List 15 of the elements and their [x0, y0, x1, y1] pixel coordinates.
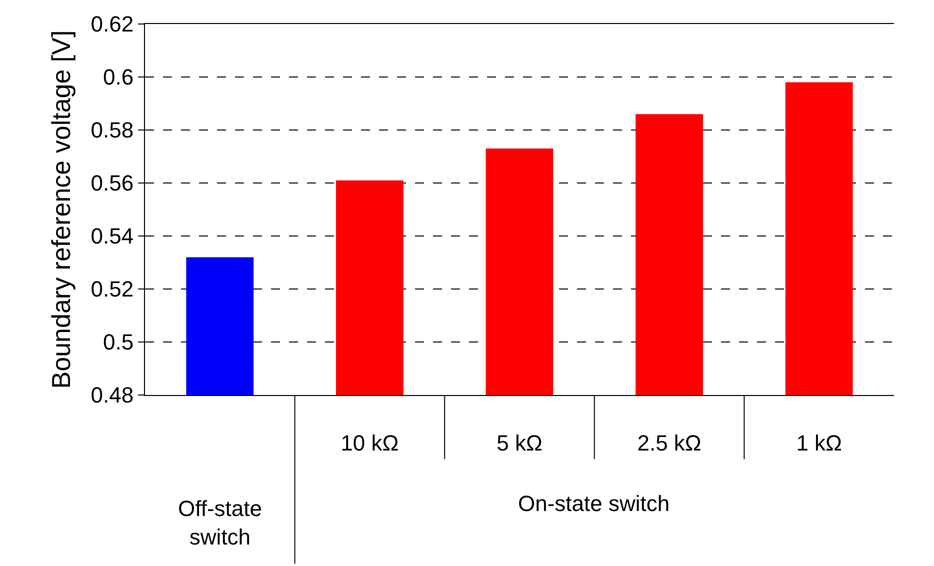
x-tick-label: 10 kΩ [340, 430, 399, 456]
text: On-state switch [518, 491, 670, 516]
y-tick-label: 0.6 [103, 64, 134, 90]
y-tick-label: 0.56 [90, 170, 134, 196]
y-tick-label: 0.48 [90, 382, 134, 408]
y-tick-label: 0.58 [90, 118, 134, 143]
x-tick-label: 1 kΩ [796, 430, 842, 456]
y-axis-title: Boundary reference voltage [V] [46, 30, 76, 389]
y-tick-label: 0.5 [103, 330, 134, 355]
x-tick-label: 5 kΩ [496, 430, 542, 456]
y-tick-label: 0.52 [90, 276, 134, 302]
y-tick-label: 0.54 [90, 224, 134, 249]
y-tick-label: 0.62 [90, 12, 134, 37]
text: Off-state switch [178, 496, 262, 550]
x-tick-label: 2.5 kΩ [637, 430, 702, 456]
